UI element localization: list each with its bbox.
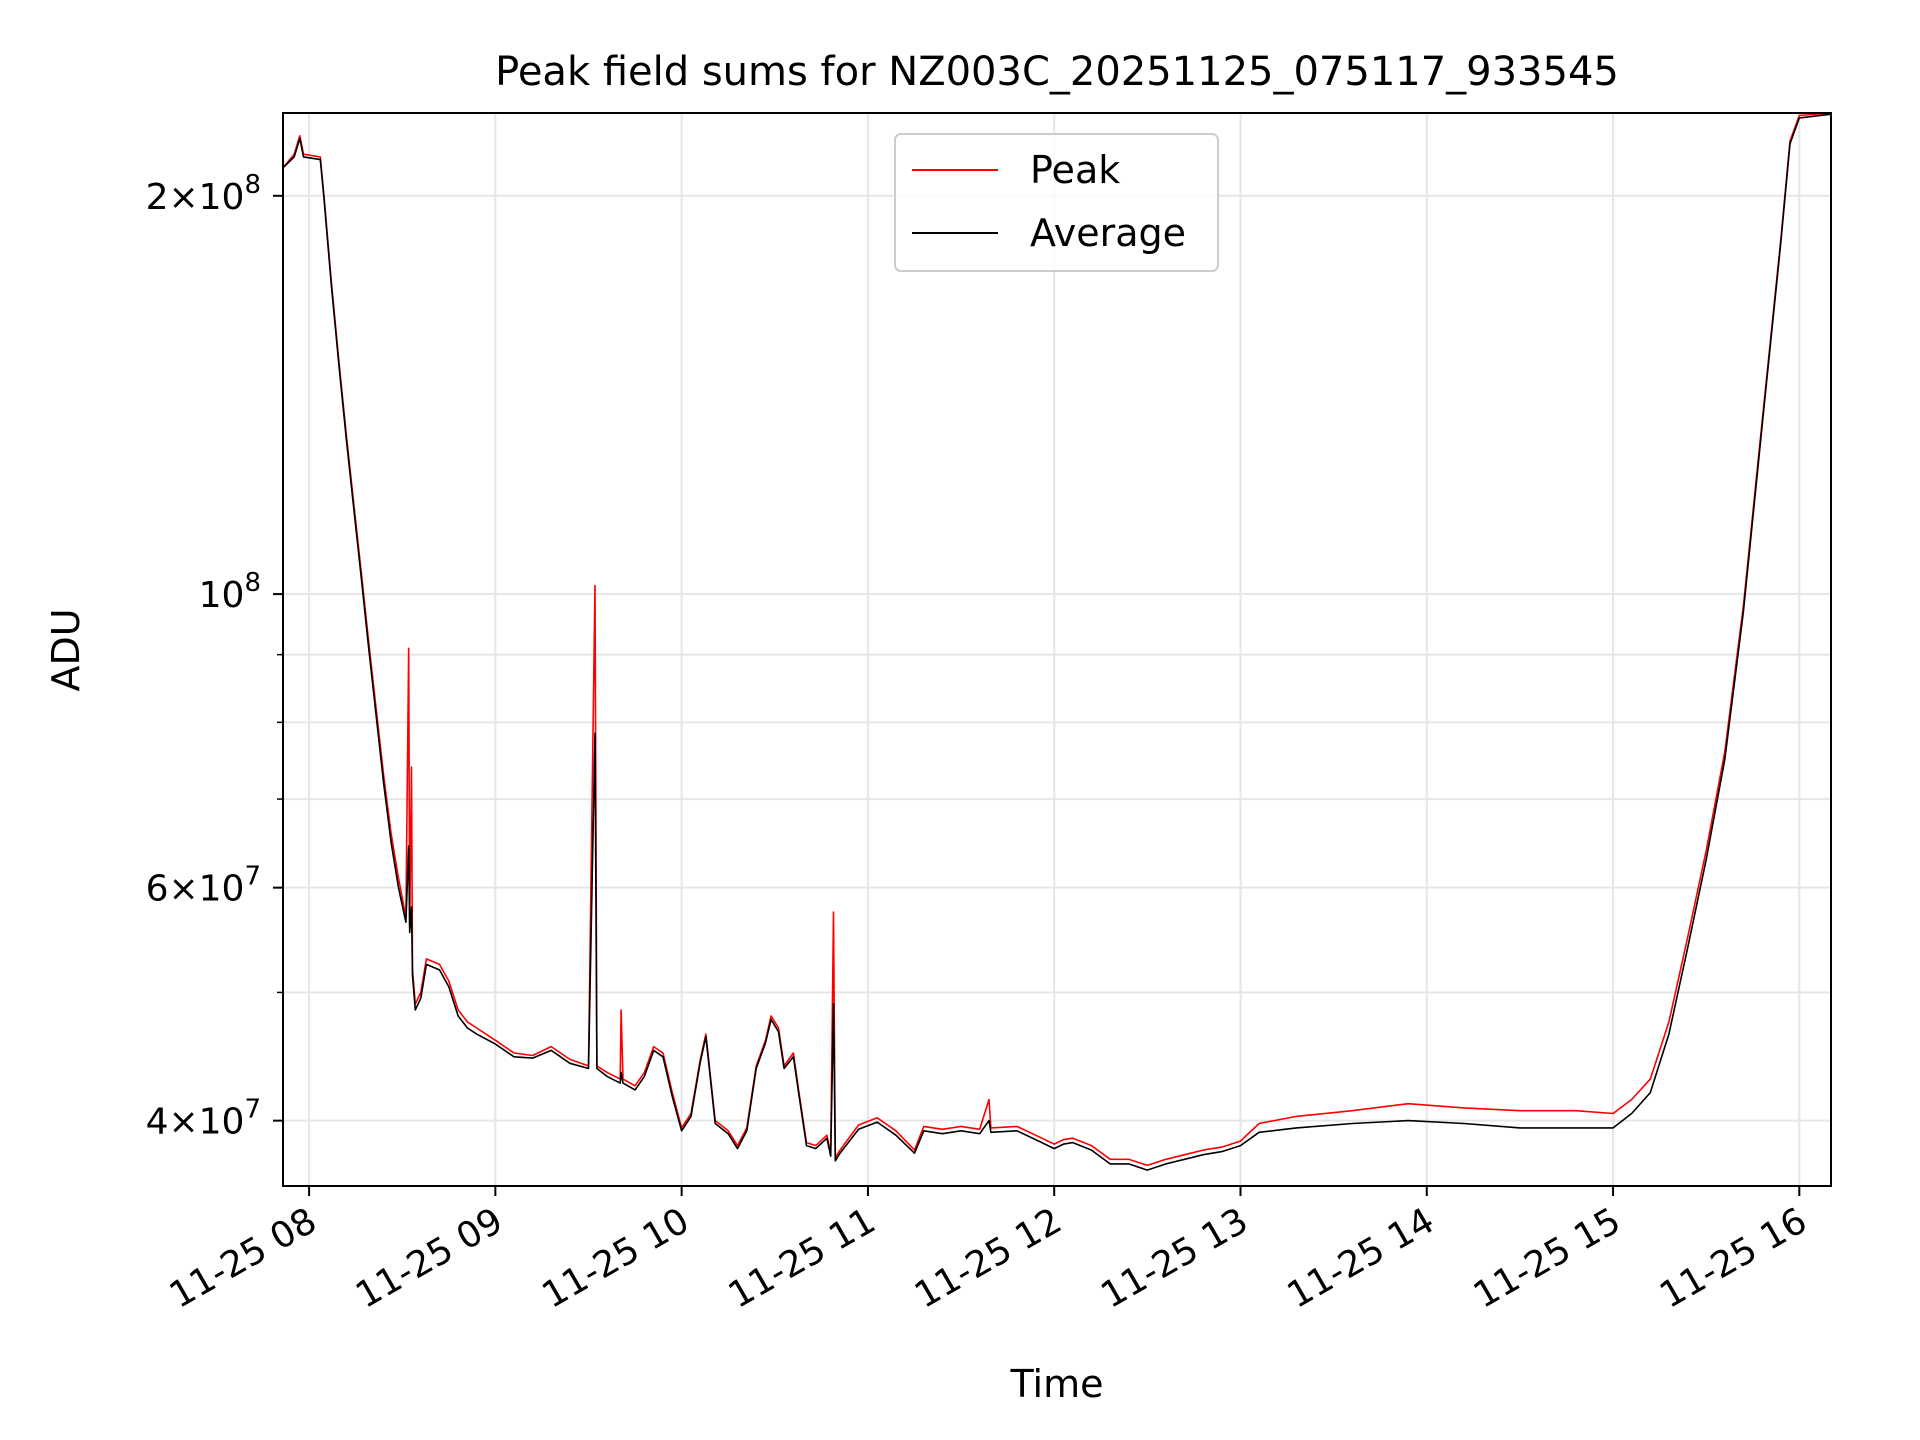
y-axis-label: ADU bbox=[44, 608, 88, 691]
legend: Peak Average bbox=[894, 133, 1219, 272]
legend-box bbox=[894, 133, 1219, 272]
legend-peak-label: Peak bbox=[1030, 148, 1120, 192]
x-axis-label: Time bbox=[1010, 1362, 1104, 1406]
y-tick-label-1: 6×107 bbox=[146, 862, 261, 910]
y-tick-label-2: 108 bbox=[199, 568, 261, 616]
chart-title: Peak field sums for NZ003C_20251125_0751… bbox=[495, 49, 1619, 95]
series-layer bbox=[282, 112, 1832, 1171]
plot-frame bbox=[282, 112, 1832, 1187]
grid bbox=[283, 113, 1831, 1186]
y-tick-label-3: 2×108 bbox=[146, 170, 261, 218]
y-tick-label-0: 4×107 bbox=[146, 1095, 261, 1143]
y-axis-ticks: 4×107 6×107 108 2×108 bbox=[146, 170, 283, 1143]
legend-average-label: Average bbox=[1030, 211, 1186, 255]
series-line-average bbox=[282, 113, 1832, 1171]
